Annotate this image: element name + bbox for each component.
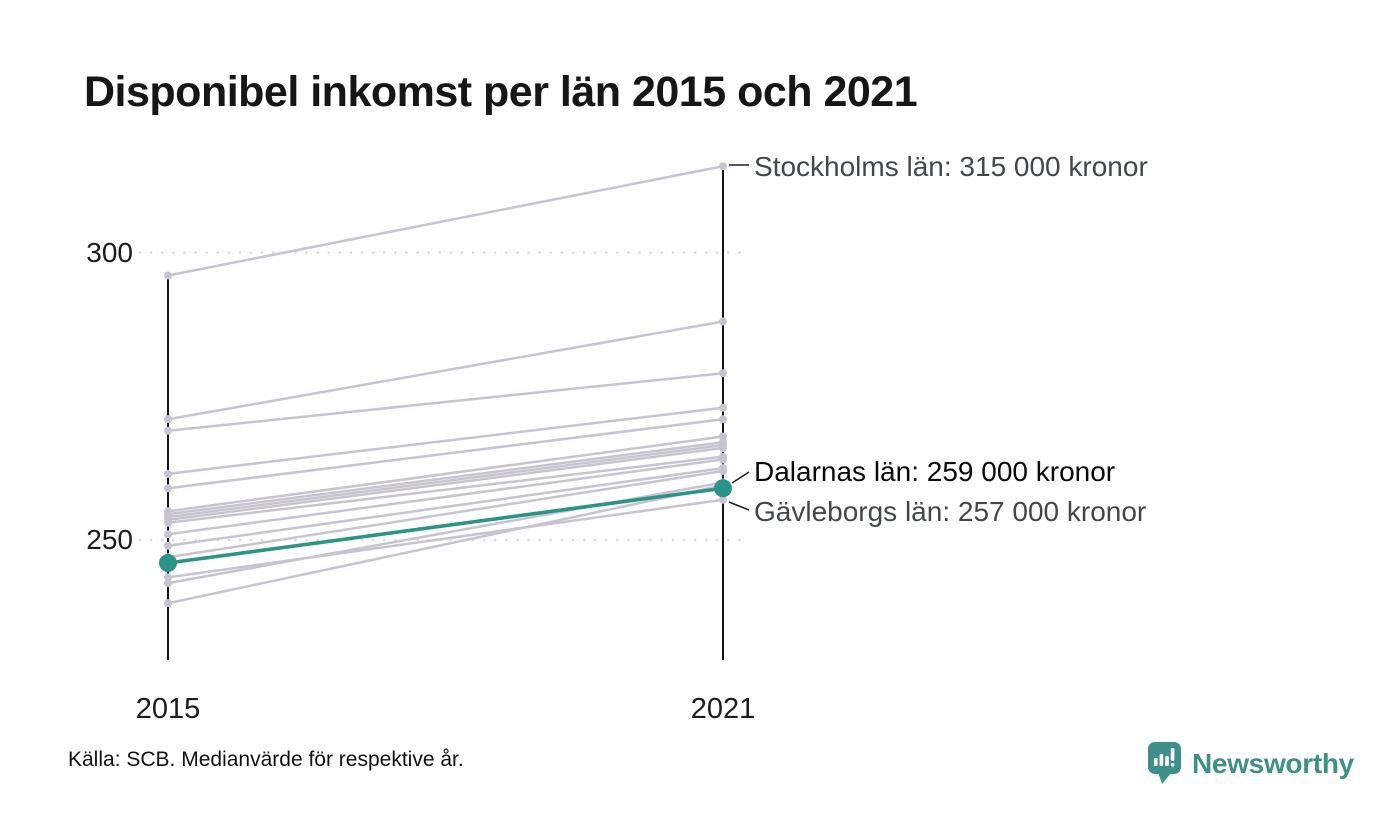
- endpoint-dot-2015: [164, 484, 172, 493]
- endpoint-dot-2021-Stockholms län: [719, 162, 727, 171]
- endpoint-dot-2015: [164, 541, 172, 550]
- endpoint-dot-2015-Gävleborgs län: [164, 573, 172, 582]
- slope-line-Gävleborgs län: [167, 498, 724, 579]
- endpoint-dot-2015: [164, 599, 172, 608]
- endpoint-dot-2021: [719, 432, 727, 441]
- slope-line: [167, 443, 724, 519]
- endpoint-dot-2015: [164, 518, 172, 527]
- endpoint-dot-2021: [719, 415, 727, 424]
- endpoint-dot-2015: [164, 469, 172, 478]
- newsworthy-logo: Newsworthy: [1147, 741, 1354, 786]
- endpoint-dot-2021-Dalarnas län: [714, 479, 732, 498]
- leader-dalarna: [731, 471, 750, 484]
- endpoint-dot-2015-Dalarnas län: [159, 554, 177, 572]
- endpoint-dot-2021-Gävleborgs län: [719, 495, 727, 504]
- chart-title: Disponibel inkomst per län 2015 och 2021: [84, 68, 918, 116]
- endpoint-dot-2015: [164, 426, 172, 435]
- endpoint-dot-2021: [719, 455, 727, 464]
- x-axis-label-2015: 2015: [135, 693, 201, 725]
- slope-line: [167, 320, 724, 421]
- endpoint-dot-2021: [719, 369, 727, 378]
- slope-line: [167, 466, 724, 547]
- slope-line: [167, 406, 724, 476]
- newsworthy-logo-text: Newsworthy: [1192, 747, 1354, 779]
- y-axis-tick-250: 250: [86, 524, 133, 555]
- endpoint-dot-2015-Stockholms län: [164, 271, 172, 280]
- slope-line: [167, 441, 724, 516]
- annotation-stockholm: Stockholms län: 315 000 kronor: [754, 151, 1148, 182]
- slope-line: [167, 455, 724, 524]
- slope-line: [167, 418, 724, 490]
- endpoint-dot-2021: [719, 403, 727, 412]
- y-axis-tick-300: 300: [86, 237, 133, 268]
- endpoint-dot-2021: [719, 317, 727, 326]
- slope-line: [167, 446, 724, 522]
- endpoint-dot-2015: [164, 415, 172, 424]
- slope-line: [167, 469, 724, 559]
- annotation-gavleborg: Gävleborgs län: 257 000 kronor: [754, 496, 1147, 527]
- slope-line: [167, 372, 724, 432]
- x-axis-label-2021: 2021: [690, 693, 756, 725]
- endpoint-dot-2015: [164, 579, 172, 588]
- endpoint-dot-2015: [164, 530, 172, 539]
- slope-line: [167, 458, 724, 536]
- slope-line: [167, 484, 724, 605]
- slope-line-Dalarnas län: [167, 486, 724, 565]
- endpoint-dot-2021: [719, 444, 727, 452]
- leader-gavleborg: [728, 501, 750, 511]
- annotation-dalarna: Dalarnas län: 259 000 kronor: [754, 456, 1116, 487]
- source-note: Källa: SCB. Medianvärde för respektive å…: [68, 748, 464, 771]
- slope-line: [167, 435, 724, 513]
- newsworthy-logo-icon: [1148, 742, 1181, 784]
- slope-line-Stockholms län: [167, 165, 724, 277]
- endpoint-dot-2021: [719, 467, 727, 475]
